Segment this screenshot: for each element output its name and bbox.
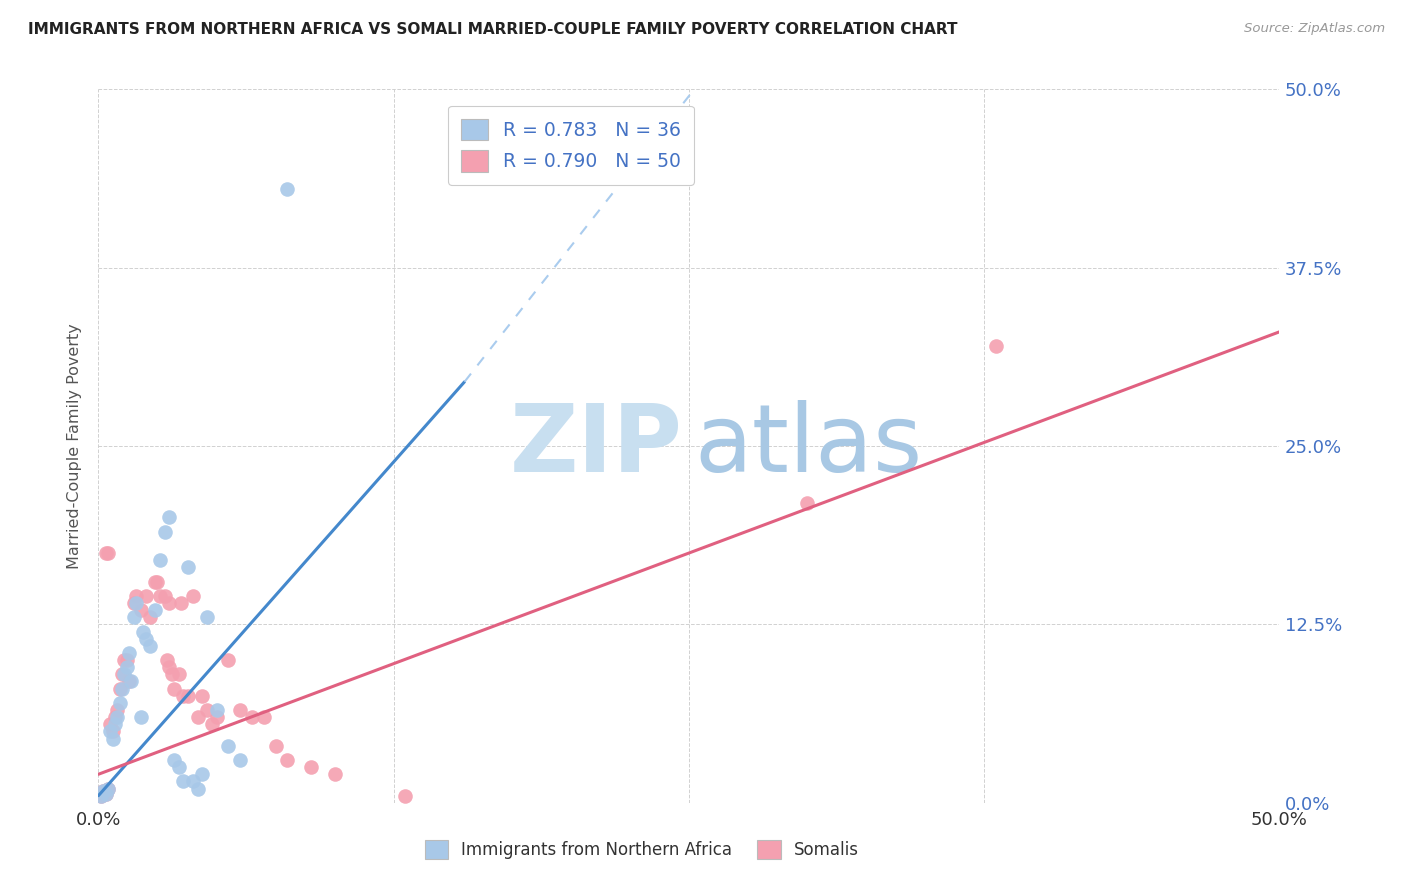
Point <box>108 681 131 696</box>
Point <box>276 753 298 767</box>
Point <box>104 710 127 724</box>
Legend: Immigrants from Northern Africa, Somalis: Immigrants from Northern Africa, Somalis <box>418 833 866 866</box>
Point <box>143 574 166 589</box>
Point <box>94 787 117 801</box>
Point <box>129 710 152 724</box>
Point <box>146 574 169 589</box>
Point <box>205 703 228 717</box>
Point <box>984 339 1007 353</box>
Point <box>94 546 117 560</box>
Point <box>115 653 138 667</box>
Point <box>191 689 214 703</box>
Point <box>229 753 252 767</box>
Point <box>276 182 298 196</box>
Point <box>112 667 135 681</box>
Point <box>167 667 190 681</box>
Point <box>163 681 186 696</box>
Point <box>177 689 200 703</box>
Point <box>205 710 228 724</box>
Point <box>111 667 134 681</box>
Point <box>139 639 162 653</box>
Point <box>170 596 193 610</box>
Point <box>91 784 114 798</box>
Point <box>122 596 145 610</box>
Point <box>181 589 204 603</box>
Point <box>139 610 162 624</box>
Point <box>191 767 214 781</box>
Point <box>217 653 239 667</box>
Point <box>118 674 141 689</box>
Point <box>98 724 121 739</box>
Point <box>122 610 145 624</box>
Point <box>153 524 176 539</box>
Point <box>135 632 157 646</box>
Point <box>201 717 224 731</box>
Point <box>125 596 148 610</box>
Point <box>796 496 818 510</box>
Point <box>153 589 176 603</box>
Point <box>157 510 180 524</box>
Point <box>160 667 183 681</box>
Point <box>156 653 179 667</box>
Point <box>111 681 134 696</box>
Point <box>195 703 218 717</box>
Point <box>101 731 124 746</box>
Point <box>157 660 180 674</box>
Point <box>229 703 252 717</box>
Point <box>177 560 200 574</box>
Point <box>108 696 131 710</box>
Point <box>112 653 135 667</box>
Point <box>172 774 194 789</box>
Point <box>97 781 120 796</box>
Text: IMMIGRANTS FROM NORTHERN AFRICA VS SOMALI MARRIED-COUPLE FAMILY POVERTY CORRELAT: IMMIGRANTS FROM NORTHERN AFRICA VS SOMAL… <box>28 22 957 37</box>
Point <box>149 589 172 603</box>
Point <box>132 624 155 639</box>
Point <box>217 739 239 753</box>
Point <box>167 760 190 774</box>
Point <box>149 553 172 567</box>
Text: atlas: atlas <box>695 400 924 492</box>
Point <box>94 787 117 801</box>
Point <box>187 781 209 796</box>
Point <box>125 589 148 603</box>
Text: Source: ZipAtlas.com: Source: ZipAtlas.com <box>1244 22 1385 36</box>
Point <box>299 760 322 774</box>
Point <box>90 789 112 803</box>
Point <box>394 789 416 803</box>
Point <box>90 789 112 803</box>
Point <box>181 774 204 789</box>
Point <box>115 660 138 674</box>
Point <box>104 717 127 731</box>
Point <box>195 610 218 624</box>
Point <box>187 710 209 724</box>
Point <box>97 546 120 560</box>
Point <box>240 710 263 724</box>
Point <box>91 784 114 798</box>
Point <box>105 703 128 717</box>
Point <box>323 767 346 781</box>
Point <box>264 739 287 753</box>
Text: ZIP: ZIP <box>510 400 683 492</box>
Point <box>97 781 120 796</box>
Point <box>172 689 194 703</box>
Point <box>129 603 152 617</box>
Point <box>143 603 166 617</box>
Point <box>98 717 121 731</box>
Point <box>135 589 157 603</box>
Point <box>253 710 276 724</box>
Y-axis label: Married-Couple Family Poverty: Married-Couple Family Poverty <box>67 323 83 569</box>
Point <box>121 674 143 689</box>
Point <box>157 596 180 610</box>
Point <box>101 724 124 739</box>
Point <box>163 753 186 767</box>
Point <box>118 646 141 660</box>
Point <box>105 710 128 724</box>
